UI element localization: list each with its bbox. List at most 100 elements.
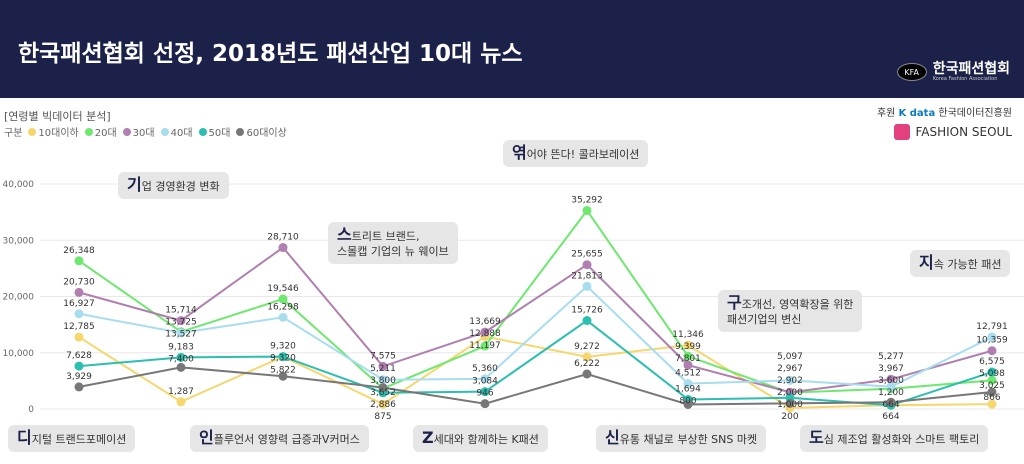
data-label: 6,575 bbox=[979, 357, 1005, 367]
data-point bbox=[987, 346, 997, 356]
callout-text: 심 제조업 활성화와 스마트 팩토리 bbox=[823, 433, 980, 446]
data-label: 26,348 bbox=[63, 246, 95, 256]
data-label: 7,575 bbox=[370, 351, 396, 361]
legend-text: 20대 bbox=[94, 128, 117, 139]
data-point bbox=[582, 281, 592, 291]
legend-text: 30대 bbox=[132, 128, 155, 139]
data-label: 21,813 bbox=[571, 271, 603, 281]
data-point bbox=[785, 398, 795, 408]
data-label: 5,360 bbox=[472, 364, 498, 374]
data-point bbox=[176, 316, 186, 326]
legend-dot bbox=[236, 127, 245, 136]
data-label: 11,197 bbox=[469, 341, 501, 351]
data-point bbox=[987, 399, 997, 409]
data-label: 28,710 bbox=[267, 233, 299, 243]
data-label: 946 bbox=[476, 389, 493, 399]
legend-dot bbox=[198, 127, 207, 136]
data-point bbox=[74, 256, 84, 266]
data-label: 1,200 bbox=[878, 388, 904, 398]
kdata-logo: K data bbox=[898, 108, 936, 119]
fashion-seoul-icon bbox=[894, 124, 911, 140]
data-label: 800 bbox=[679, 396, 696, 406]
series-line bbox=[78, 208, 993, 394]
data-point bbox=[886, 397, 896, 407]
data-point bbox=[987, 367, 997, 377]
data-label: 866 bbox=[983, 393, 1000, 403]
data-point bbox=[480, 327, 490, 337]
callout-text: 조개선, 영역확장을 위한 bbox=[741, 298, 854, 311]
data-point bbox=[480, 387, 490, 397]
kfa-logo-name: 한국패션협회 bbox=[932, 61, 1010, 77]
data-label: 12,888 bbox=[469, 329, 501, 339]
series-line bbox=[78, 366, 993, 406]
legend-dot bbox=[122, 127, 131, 136]
news-callout: 도심 제조업 활성화와 스마트 팩토리 bbox=[800, 425, 989, 452]
callout-initial: 지 bbox=[919, 253, 934, 272]
data-label: 20,730 bbox=[63, 277, 95, 287]
news-callout: 신유통 채널로 부상한 SNS 마켓 bbox=[596, 425, 767, 452]
data-label: 12,791 bbox=[976, 322, 1008, 332]
callout-text-line2: 패션기업의 변신 bbox=[727, 313, 802, 326]
callout-initial: 스 bbox=[337, 225, 352, 244]
data-point bbox=[278, 294, 288, 304]
series-line bbox=[78, 335, 993, 409]
callout-text-line2: 스몰캡 기업의 뉴 웨이브 bbox=[337, 245, 449, 258]
callout-text: 어야 뜬다! 콜라보레이션 bbox=[526, 148, 640, 161]
callout-initial: 구 bbox=[727, 293, 742, 312]
data-label: 9,320 bbox=[270, 342, 296, 352]
kdata-org: 한국데이터진흥원 bbox=[938, 108, 1012, 119]
data-label: 13,725 bbox=[165, 318, 197, 328]
data-point bbox=[582, 316, 592, 326]
data-label: 3,600 bbox=[878, 376, 904, 386]
news-callout: 엮어야 뜬다! 콜라보레이션 bbox=[503, 140, 649, 167]
data-point bbox=[480, 399, 490, 409]
chart-subtitle: [연령별 빅데이터 분석] bbox=[4, 110, 111, 123]
callout-text: 업 경영환경 변화 bbox=[141, 180, 220, 193]
data-label: 11,346 bbox=[672, 330, 704, 340]
news-callout: 지속 가능한 패션 bbox=[910, 250, 1011, 277]
callout-text: 유통 채널로 부상한 SNS 마켓 bbox=[619, 433, 758, 446]
data-label: 16,298 bbox=[267, 302, 299, 312]
data-label: 10,359 bbox=[976, 336, 1008, 346]
data-label: 6,222 bbox=[574, 359, 600, 369]
callout-initial: 디 bbox=[17, 428, 32, 447]
legend-label: 구분 bbox=[4, 128, 23, 139]
callout-text: 지털 트랜드포메이션 bbox=[31, 433, 127, 446]
fashion-seoul-text: FASHION SEOUL bbox=[915, 125, 1012, 139]
data-point bbox=[278, 371, 288, 381]
data-point bbox=[74, 361, 84, 371]
y-tick-label: 40,000 bbox=[3, 180, 35, 190]
data-label: 664 bbox=[882, 412, 899, 422]
series-line bbox=[78, 284, 993, 388]
data-label: 2,967 bbox=[777, 364, 803, 374]
data-point bbox=[582, 260, 592, 270]
callout-initial: 기 bbox=[127, 175, 142, 194]
data-point bbox=[987, 375, 997, 385]
data-point bbox=[683, 351, 693, 361]
data-label: 5,097 bbox=[777, 352, 803, 362]
y-tick-label: 30,000 bbox=[3, 236, 35, 246]
fashion-seoul-logo: FASHION SEOUL bbox=[894, 124, 1012, 140]
data-point bbox=[176, 328, 186, 338]
data-point bbox=[176, 397, 186, 407]
data-label: 664 bbox=[882, 400, 899, 410]
data-point bbox=[278, 243, 288, 253]
news-callout: 기업 경영환경 변화 bbox=[118, 172, 229, 199]
data-label: 7,400 bbox=[168, 354, 194, 364]
data-point bbox=[176, 362, 186, 372]
y-tick-label: 20,000 bbox=[3, 293, 35, 303]
series-line bbox=[78, 319, 993, 407]
data-label: 3,929 bbox=[66, 372, 92, 382]
legend-item: 20대 bbox=[84, 124, 117, 139]
data-label: 7,801 bbox=[675, 354, 701, 364]
data-label: 4,512 bbox=[675, 369, 701, 379]
data-label: 5,098 bbox=[979, 369, 1005, 379]
data-point bbox=[378, 383, 388, 393]
data-label: 5,211 bbox=[370, 364, 396, 374]
data-label: 13,527 bbox=[165, 330, 197, 340]
legend-item: 50대 bbox=[198, 124, 230, 139]
data-point bbox=[74, 382, 84, 392]
data-label: 3,652 bbox=[370, 388, 396, 398]
legend-dot bbox=[84, 127, 93, 136]
callout-initial: 도 bbox=[809, 428, 824, 447]
